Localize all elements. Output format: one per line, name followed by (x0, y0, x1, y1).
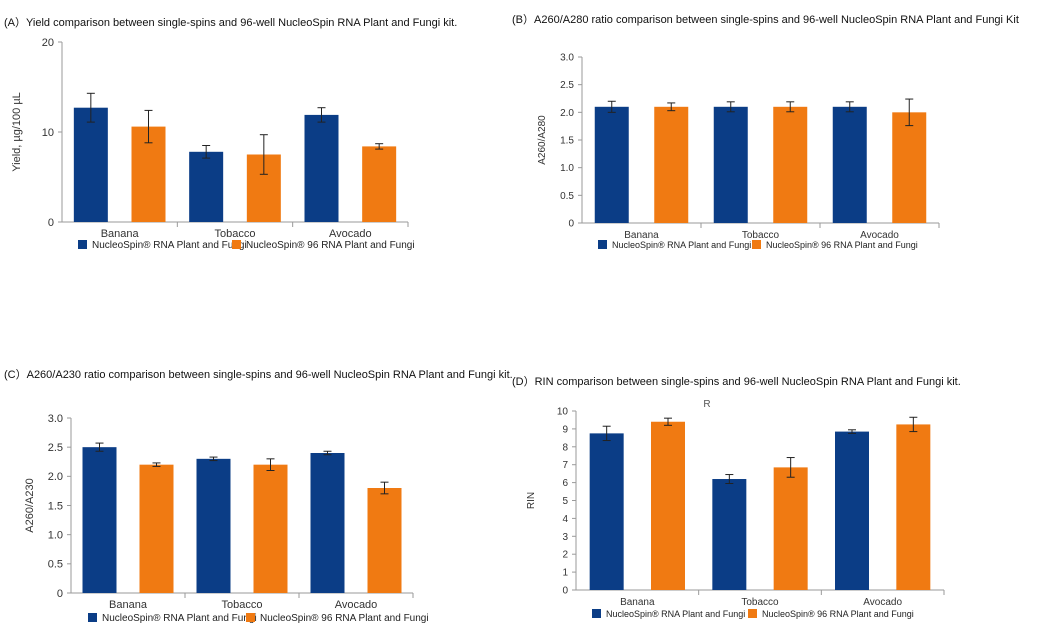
bar-single-tobacco (196, 458, 231, 593)
x-tick-label: Avocado (335, 599, 378, 611)
y-tick-label: 6 (562, 478, 568, 489)
y-tick-label: 1.0 (560, 163, 574, 174)
bar-single-tobacco (189, 151, 224, 222)
y-tick-label: 2.0 (560, 108, 574, 119)
bar-well96-avocado (362, 146, 397, 222)
y-tick-label: 0 (57, 588, 63, 600)
legend-swatch-well96 (246, 613, 255, 622)
bar-single-banana (589, 433, 624, 590)
x-tick-label: Banana (101, 228, 140, 240)
y-tick-label: 2.5 (560, 80, 574, 91)
legend-label-well96: NucleoSpin® 96 RNA Plant and Fungi (762, 609, 914, 619)
bar-well96-banana (651, 421, 685, 590)
y-tick-label: 4 (562, 514, 568, 525)
bar-single-avocado (310, 453, 345, 593)
legend-swatch-single (598, 240, 607, 249)
bar-single-banana (594, 106, 629, 223)
y-tick-label: 5 (562, 496, 568, 507)
bar-well96-avocado (896, 424, 931, 590)
legend-swatch-well96 (748, 609, 757, 618)
bar-single-banana (73, 107, 108, 222)
bar-well96-banana (654, 106, 689, 223)
chart-subtitle: R (703, 399, 710, 410)
legend-label-single: NucleoSpin® RNA Plant and Fungi (606, 609, 745, 619)
bar-well96-tobacco (253, 464, 288, 593)
x-tick-label: Tobacco (742, 230, 780, 241)
y-tick-label: 10 (557, 407, 569, 418)
y-tick-label: 1.5 (48, 500, 63, 512)
y-tick-label: 8 (562, 442, 568, 453)
bar-single-avocado (832, 106, 867, 223)
bar-well96-banana (139, 464, 174, 593)
y-tick-label: 0 (48, 217, 54, 229)
panel-c-title: (C）A260/A230 ratio comparison between si… (4, 369, 513, 381)
panel-b-title: (B）A260/A280 ratio comparison between si… (512, 14, 1019, 26)
y-tick-label: 1.5 (560, 136, 574, 147)
x-tick-label: Banana (624, 230, 659, 241)
y-tick-label: 0.5 (560, 191, 574, 202)
x-tick-label: Tobacco (222, 599, 263, 611)
bar-single-tobacco (712, 479, 747, 590)
x-tick-label: Avocado (860, 230, 899, 241)
y-tick-label: 1 (562, 568, 568, 579)
y-tick-label: 3 (562, 532, 568, 543)
y-axis-label: A260/A280 (537, 115, 548, 165)
bar-well96-avocado (367, 488, 402, 593)
y-tick-label: 1.0 (48, 530, 63, 542)
y-tick-label: 20 (42, 37, 54, 49)
legend-label-single: NucleoSpin® RNA Plant and Fungi (612, 240, 751, 250)
y-tick-label: 3.0 (48, 413, 63, 425)
y-tick-label: 7 (562, 460, 568, 471)
legend-swatch-single (592, 609, 601, 618)
y-tick-label: 0 (568, 219, 574, 230)
bar-single-avocado (304, 114, 339, 222)
y-tick-label: 0 (562, 586, 568, 597)
bar-single-avocado (835, 431, 869, 590)
panel-a-title: (A）Yield comparison between single-spins… (4, 17, 458, 29)
y-axis-label: RIN (526, 492, 537, 509)
x-tick-label: Avocado (329, 228, 372, 240)
legend-label-well96: NucleoSpin® 96 RNA Plant and Fungi (246, 240, 415, 251)
panel-d-title: (D）RIN comparison between single-spins a… (512, 376, 961, 388)
x-tick-label: Banana (620, 597, 655, 608)
y-axis-label: A260/A230 (24, 478, 36, 532)
bar-well96-tobacco (773, 106, 808, 223)
y-tick-label: 0.5 (48, 559, 63, 571)
x-tick-label: Banana (109, 599, 148, 611)
bar-single-banana (82, 447, 117, 593)
x-tick-label: Avocado (863, 597, 902, 608)
x-tick-label: Tobacco (215, 228, 256, 240)
bar-single-tobacco (713, 106, 748, 223)
y-tick-label: 10 (42, 127, 54, 139)
y-tick-label: 3.0 (560, 53, 574, 64)
legend-swatch-single (78, 240, 87, 249)
legend-label-single: NucleoSpin® RNA Plant and Fungi (102, 613, 257, 624)
legend-label-well96: NucleoSpin® 96 RNA Plant and Fungi (766, 240, 918, 250)
legend-label-single: NucleoSpin® RNA Plant and Fungi (92, 240, 247, 251)
y-tick-label: 2 (562, 550, 568, 561)
y-axis-label: Yield, µg/100 µL (11, 92, 23, 172)
bar-well96-avocado (892, 112, 927, 223)
bar-well96-tobacco (773, 467, 808, 590)
legend-swatch-well96 (232, 240, 241, 249)
legend-swatch-single (88, 613, 97, 622)
legend-label-well96: NucleoSpin® 96 RNA Plant and Fungi (260, 613, 429, 624)
y-tick-label: 2.0 (48, 471, 63, 483)
y-tick-label: 2.5 (48, 442, 63, 454)
y-tick-label: 9 (562, 424, 568, 435)
legend-swatch-well96 (752, 240, 761, 249)
x-tick-label: Tobacco (741, 597, 779, 608)
